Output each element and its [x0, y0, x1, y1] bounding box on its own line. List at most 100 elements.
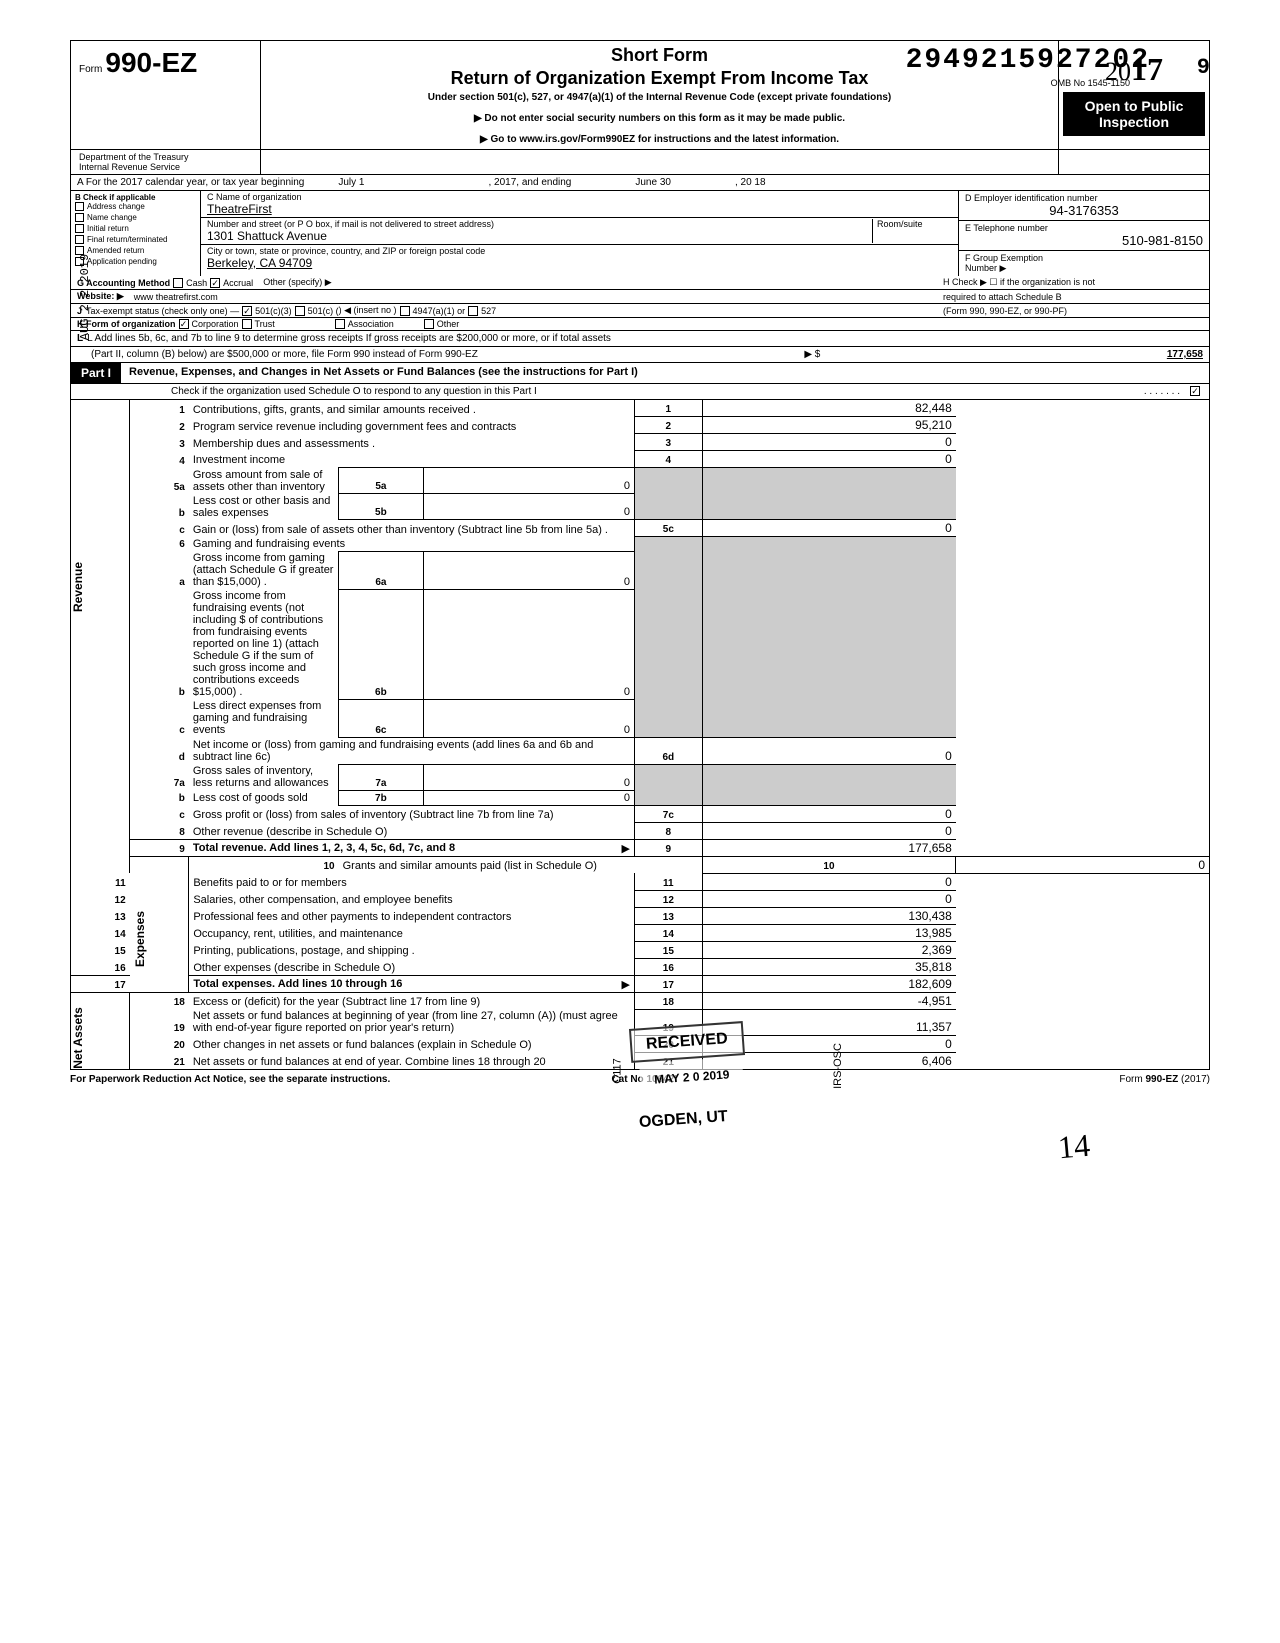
l5a-mid: 5a	[339, 468, 424, 494]
entity-block: B Check if applicable Address change Nam…	[70, 191, 1210, 276]
l5c-desc: Gain or (loss) from sale of assets other…	[189, 520, 635, 537]
check-initial[interactable]: Initial return	[75, 224, 196, 233]
group-row: F Group Exemption Number ▶	[959, 251, 1209, 276]
l4-desc: Investment income	[189, 451, 635, 468]
l16-desc: Other expenses (describe in Schedule O)	[189, 958, 635, 975]
l21-num: 21	[130, 1052, 189, 1069]
row-a-label: A For the 2017 calendar year, or tax yea…	[77, 177, 304, 188]
s527-label: 527	[481, 306, 496, 316]
l12-amt: 0	[702, 890, 956, 907]
a1-label: 4947(a)(1) or	[413, 306, 466, 316]
l8-desc: Other revenue (describe in Schedule O)	[189, 822, 635, 839]
l13-desc: Professional fees and other payments to …	[189, 907, 635, 924]
l5a-en-shaded	[635, 468, 703, 494]
l7a-en-shaded	[635, 764, 703, 790]
l7a-midamt: 0	[423, 764, 634, 790]
other-k-checkbox[interactable]	[424, 319, 434, 329]
row-j: J Tax-exempt status (check only one) — ✓…	[70, 304, 1210, 318]
l6b-midamt: 0	[423, 589, 634, 699]
stamp-ogden: OGDEN, UT	[624, 1101, 743, 1139]
l6c-en-shaded	[635, 699, 703, 737]
assoc-label: Association	[348, 319, 394, 329]
cash-checkbox[interactable]	[173, 278, 183, 288]
l5a-amt-shaded	[702, 468, 956, 494]
l5b-num: b	[130, 494, 189, 520]
l3-num: 3	[130, 434, 189, 451]
part1-title: Revenue, Expenses, and Changes in Net As…	[121, 363, 1209, 383]
city-label: City or town, state or province, country…	[207, 246, 952, 256]
l-label2: (Part II, column (B) below) are $500,000…	[91, 349, 478, 360]
l19-desc: Net assets or fund balances at beginning…	[189, 1009, 635, 1035]
l7b-num: b	[130, 790, 189, 805]
l6d-amt: 0	[702, 737, 956, 764]
open-public-2: Inspection	[1065, 114, 1203, 130]
empty-right	[1059, 150, 1209, 174]
check-address-label: Address change	[87, 202, 145, 211]
part1-sub: Check if the organization used Schedule …	[70, 384, 1210, 400]
dept-row: Department of the Treasury Internal Reve…	[70, 150, 1210, 175]
l20-num: 20	[130, 1035, 189, 1052]
l6d-desc: Net income or (loss) from gaming and fun…	[189, 737, 635, 764]
l5b-midamt: 0	[423, 494, 634, 520]
row-a-begin: July 1	[338, 177, 364, 188]
l13-amt: 130,438	[702, 907, 956, 924]
check-name-label: Name change	[87, 213, 137, 222]
accrual-checkbox[interactable]: ✓	[210, 278, 220, 288]
check-amended[interactable]: Amended return	[75, 246, 196, 255]
l6a-num: a	[130, 551, 189, 589]
l7b-mid: 7b	[339, 790, 424, 805]
l5b-desc: Less cost or other basis and sales expen…	[189, 494, 339, 520]
part1-check[interactable]: ✓	[1190, 386, 1200, 396]
l4-num: 4	[130, 451, 189, 468]
form-page: 2949215927202 9 OMB No 1545-1150 Form 99…	[70, 40, 1210, 1085]
s527-checkbox[interactable]	[468, 306, 478, 316]
trust-label: Trust	[255, 319, 275, 329]
l6a-desc: Gross income from gaming (attach Schedul…	[189, 551, 339, 589]
side-expenses: Expenses	[133, 910, 147, 966]
l5c-amt: 0	[702, 520, 956, 537]
org-name-value: TheatreFirst	[207, 202, 952, 216]
col-de: D Employer identification number 94-3176…	[959, 191, 1209, 276]
stamp-c117: C117	[612, 1058, 624, 1083]
l6c-desc: Less direct expenses from gaming and fun…	[189, 699, 339, 737]
check-pending-label: Application pending	[87, 257, 157, 266]
l8-num: 8	[130, 822, 189, 839]
l5c-num: c	[130, 520, 189, 537]
l17-num: 17	[71, 975, 130, 992]
c-checkbox[interactable]	[295, 306, 305, 316]
check-address[interactable]: Address change	[75, 202, 196, 211]
trust-checkbox[interactable]	[242, 319, 252, 329]
l11-num: 11	[71, 873, 130, 890]
l2-en: 2	[635, 417, 703, 434]
handwritten-14: 14	[1056, 1126, 1091, 1166]
org-name-row: C Name of organization TheatreFirst	[201, 191, 958, 218]
l7b-midamt: 0	[423, 790, 634, 805]
l13-num: 13	[71, 907, 130, 924]
corp-checkbox[interactable]: ✓	[179, 319, 189, 329]
c3-checkbox[interactable]: ✓	[242, 306, 252, 316]
l13-en: 13	[635, 907, 703, 924]
l6b-amt-shaded	[702, 589, 956, 699]
check-name[interactable]: Name change	[75, 213, 196, 222]
col-b-title: B Check if applicable	[75, 193, 196, 202]
assoc-checkbox[interactable]	[335, 319, 345, 329]
stamp-date: MAY 2 0 2019	[654, 1067, 730, 1086]
a1-checkbox[interactable]	[400, 306, 410, 316]
h-label2: required to attach Schedule B	[943, 292, 1203, 302]
row-a-endyear: , 20 18	[735, 177, 766, 188]
form-number: 990-EZ	[105, 47, 197, 78]
stamp-irs-osc: IRS-OSC	[832, 1043, 844, 1089]
check-final[interactable]: Final return/terminated	[75, 235, 196, 244]
form-word: Form	[79, 64, 102, 75]
l15-en: 15	[635, 941, 703, 958]
part1-label: Part I	[71, 363, 121, 383]
l6c-mid: 6c	[339, 699, 424, 737]
check-amended-label: Amended return	[87, 246, 144, 255]
stamp-received-text: RECEIVED	[645, 1030, 728, 1054]
l6-en-shaded	[635, 537, 703, 552]
l7a-amt-shaded	[702, 764, 956, 790]
l15-amt: 2,369	[702, 941, 956, 958]
check-pending[interactable]: Application pending	[75, 257, 196, 266]
c3-label: 501(c)(3)	[255, 306, 292, 316]
l5b-amt-shaded	[702, 494, 956, 520]
